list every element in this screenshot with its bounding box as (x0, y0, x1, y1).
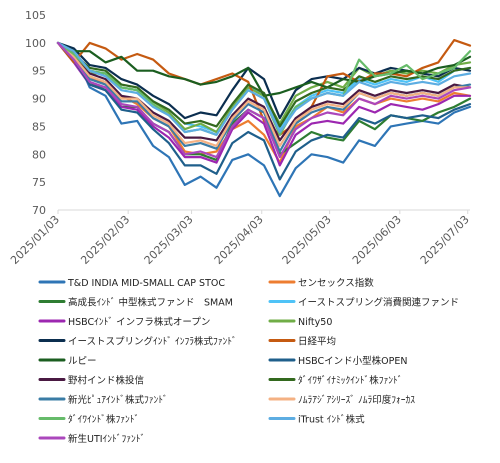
y-tick-label: 95 (32, 65, 46, 78)
legend: T&D INDIA MID-SMALL CAP STOC センセックス指数高成長ｲ… (38, 277, 459, 445)
series-line-14 (56, 41, 472, 147)
legend-label: iTrust ｲﾝﾄﾞ株式 (298, 414, 365, 426)
x-tick-label: 2025/05/03 (280, 213, 334, 267)
legend-label: ルピー (68, 356, 97, 367)
series-line-17 (56, 41, 472, 159)
y-tick-label: 80 (32, 148, 46, 161)
series-line-1 (56, 41, 472, 198)
legend-label: 野村インド株投信 (68, 375, 144, 387)
legend-label: T&D INDIA MID-SMALL CAP STOC (67, 278, 225, 289)
x-tick-label: 2025/04/03 (212, 213, 266, 267)
series-line-9 (56, 41, 472, 97)
series-line-12 (56, 41, 472, 128)
legend-label: ﾉﾑﾗｱｼﾞｱｼﾘｰｽﾞ ﾉﾑﾗ印度ﾌｫｰｶｽ (298, 394, 415, 406)
legend-label: センセックス指数 (298, 277, 374, 289)
series-line-11 (56, 41, 472, 142)
y-tick-label: 105 (25, 9, 46, 22)
legend-label: 新光ﾋﾟｭｱｲﾝﾄﾞ株式ﾌｧﾝﾄﾞ (68, 394, 168, 406)
y-tick-label: 70 (32, 204, 46, 217)
legend-label: 日経平均 (298, 336, 336, 348)
legend-label: Nifty50 (298, 317, 332, 328)
series-lines (56, 38, 472, 198)
x-tick-label: 2025/07/03 (418, 213, 472, 267)
legend-label: 新生UTIｲﾝﾄﾞﾌｧﾝﾄﾞ (68, 433, 145, 445)
series-line-10 (56, 41, 472, 181)
legend-label: ﾀﾞｲﾜｻﾞｲﾅﾐｯｸｲﾝﾄﾞ株ﾌｧﾝﾄﾞ (298, 375, 403, 387)
x-tick-label: 2025/01/03 (8, 213, 62, 267)
legend-label: イーストスプリング消費関連ファンド (298, 297, 459, 309)
series-line-16 (56, 41, 472, 136)
legend-label: 高成長ｲﾝﾄﾞ 中型株式ファンド SMAM (68, 297, 233, 309)
series-line-5 (56, 41, 472, 167)
y-tick-label: 75 (32, 176, 46, 189)
legend-label: イーストスプリングｲﾝﾄﾞ ｲﾝﾌﾗ株式ﾌｧﾝﾄﾞ (68, 336, 237, 348)
legend-label: ﾀﾞｲﾜｲﾝﾄﾞ株ﾌｧﾝﾄﾞ (68, 414, 139, 426)
x-tick-label: 2025/03/03 (142, 213, 196, 267)
y-tick-label: 100 (25, 37, 46, 50)
y-tick-label: 90 (32, 93, 46, 106)
x-tick-label: 2025/06/03 (350, 213, 404, 267)
series-line-7 (56, 41, 472, 120)
legend-label: HSBCインド小型株OPEN (298, 355, 407, 367)
legend-label: HSBCｲﾝﾄﾞ インフラ株式オープン (68, 316, 210, 328)
x-tick-label: 2025/02/03 (78, 213, 132, 267)
y-tick-label: 85 (32, 120, 46, 133)
